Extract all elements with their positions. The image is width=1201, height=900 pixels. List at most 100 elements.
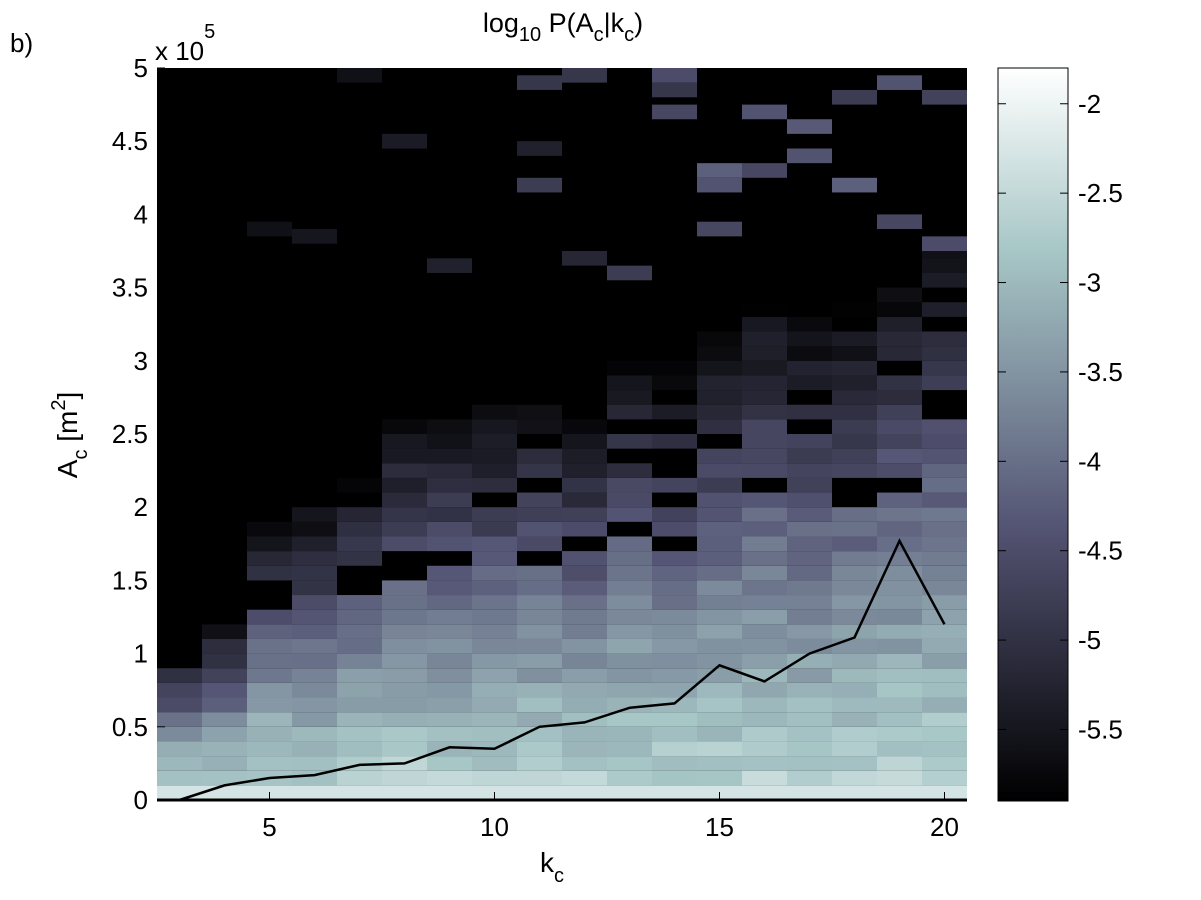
heatmap-cell <box>922 434 967 449</box>
heatmap-cell <box>922 565 967 581</box>
heatmap-cell <box>697 346 742 361</box>
heatmap-cell <box>787 448 832 464</box>
heatmap-cell <box>202 726 247 742</box>
heatmap-cell <box>742 595 787 610</box>
heatmap-cell <box>427 697 472 713</box>
heatmap-cell <box>877 434 922 449</box>
heatmap-cell <box>922 346 967 361</box>
heatmap-cell <box>832 331 877 347</box>
heatmap-cell <box>247 221 292 237</box>
heatmap-cell <box>922 302 967 317</box>
heatmap-cell <box>472 521 517 537</box>
heatmap-cell <box>607 551 652 566</box>
heatmap-cell <box>922 712 967 727</box>
heatmap-cell <box>877 726 922 742</box>
heatmap-cell <box>607 785 652 800</box>
x-tick-label: 15 <box>705 812 734 842</box>
heatmap-cell <box>607 770 652 786</box>
colorbar-tick-label: -3.5 <box>1078 357 1123 387</box>
heatmap-cell <box>472 668 517 683</box>
y-tick-label: 5 <box>134 53 148 83</box>
heatmap-cell <box>787 624 832 639</box>
heatmap-cell <box>832 463 877 478</box>
heatmap-cell <box>877 638 922 654</box>
heatmap-cell <box>517 638 562 654</box>
heatmap-cell <box>922 463 967 478</box>
colorbar-tick-label: -4 <box>1078 446 1101 476</box>
heatmap-cell <box>697 697 742 713</box>
heatmap-cell <box>832 536 877 552</box>
heatmap-cell <box>382 448 427 464</box>
heatmap-cell <box>877 580 922 596</box>
heatmap-cell <box>877 595 922 610</box>
heatmap-cell <box>922 272 967 288</box>
heatmap-cell <box>742 492 787 508</box>
heatmap-cell <box>697 580 742 596</box>
heatmap-cell <box>787 609 832 625</box>
heatmap-cell <box>922 521 967 537</box>
heatmap-cell <box>517 536 562 552</box>
heatmap-cell <box>382 638 427 654</box>
heatmap-cell <box>517 609 562 625</box>
heatmap-cell <box>382 741 427 757</box>
heatmap-cell <box>697 463 742 478</box>
panel-label: b) <box>10 28 33 58</box>
heatmap-cell <box>832 434 877 449</box>
heatmap-cell <box>517 521 562 537</box>
heatmap-cell <box>922 638 967 654</box>
heatmap-cells <box>157 68 967 800</box>
heatmap-cell <box>247 653 292 669</box>
heatmap-cell <box>652 595 697 610</box>
heatmap-cell <box>292 726 337 742</box>
heatmap-cell <box>382 133 427 149</box>
heatmap-cell <box>517 712 562 727</box>
heatmap-cell <box>607 682 652 698</box>
heatmap-cell <box>607 595 652 610</box>
heatmap-cell <box>337 551 382 566</box>
heatmap-cell <box>517 507 562 522</box>
heatmap-cell <box>832 785 877 800</box>
heatmap-cell <box>382 712 427 727</box>
heatmap-cell <box>607 712 652 727</box>
y-tick-label: 3.5 <box>112 273 148 303</box>
heatmap-cell <box>697 726 742 742</box>
heatmap-cell <box>832 448 877 464</box>
heatmap-cell <box>832 697 877 713</box>
heatmap-cell <box>562 624 607 639</box>
heatmap-cell <box>877 712 922 727</box>
heatmap-cell <box>697 756 742 771</box>
heatmap-cell <box>157 785 202 800</box>
heatmap-cell <box>292 712 337 727</box>
heatmap-cell <box>472 624 517 639</box>
heatmap-cell <box>337 726 382 742</box>
heatmap-cell <box>247 521 292 537</box>
heatmap-cell <box>922 536 967 552</box>
heatmap-cell <box>427 624 472 639</box>
heatmap-cell <box>427 536 472 552</box>
heatmap-cell <box>697 390 742 405</box>
heatmap-cell <box>787 726 832 742</box>
heatmap-cell <box>607 375 652 391</box>
y-tick-label: 3 <box>134 346 148 376</box>
heatmap-cell <box>562 251 607 266</box>
heatmap-cell <box>742 682 787 698</box>
heatmap-cell <box>877 770 922 786</box>
heatmap-cell <box>742 448 787 464</box>
heatmap-cell <box>247 756 292 771</box>
heatmap-cell <box>562 785 607 800</box>
heatmap-cell <box>832 770 877 786</box>
heatmap-cell <box>247 536 292 552</box>
heatmap-cell <box>472 595 517 610</box>
heatmap-cell <box>922 507 967 522</box>
heatmap-cell <box>427 521 472 537</box>
heatmap-cell <box>922 697 967 713</box>
heatmap-cell <box>427 682 472 698</box>
heatmap-cell <box>562 697 607 713</box>
heatmap-cell <box>337 785 382 800</box>
y-tick-label: 1 <box>134 639 148 669</box>
heatmap-cell <box>247 668 292 683</box>
heatmap-cell <box>832 565 877 581</box>
heatmap-cell <box>157 741 202 757</box>
x-axis-ticks: 5 10 15 20 <box>262 792 959 842</box>
heatmap-cell <box>337 477 382 493</box>
